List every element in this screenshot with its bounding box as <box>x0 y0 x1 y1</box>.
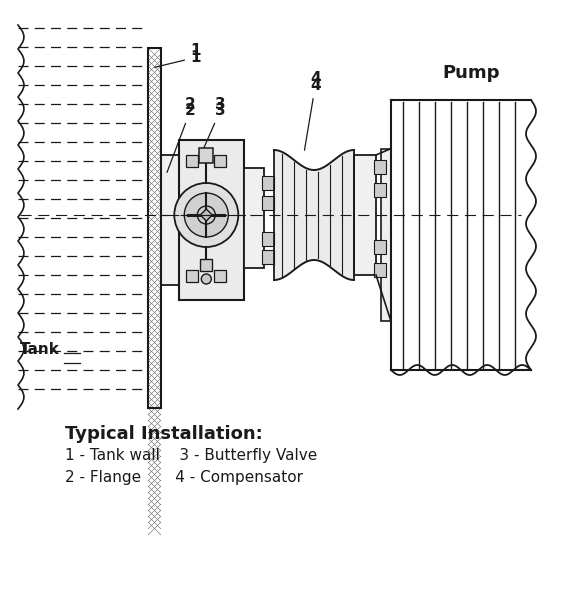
Bar <box>374 240 386 254</box>
Text: 2 - Flange       4 - Compensator: 2 - Flange 4 - Compensator <box>65 470 303 485</box>
Circle shape <box>184 193 228 237</box>
Text: Typical Installation:: Typical Installation: <box>65 425 263 443</box>
Text: 1 - Tank wall    3 - Butterfly Valve: 1 - Tank wall 3 - Butterfly Valve <box>65 448 317 463</box>
Circle shape <box>201 274 211 284</box>
Bar <box>262 196 274 210</box>
Bar <box>199 148 213 163</box>
Bar <box>262 232 274 246</box>
Bar <box>186 270 198 282</box>
Bar <box>381 148 391 322</box>
Bar <box>214 155 226 167</box>
Bar <box>200 259 212 271</box>
Bar <box>179 140 244 300</box>
Bar <box>214 270 226 282</box>
Circle shape <box>174 183 239 247</box>
Bar <box>374 183 386 197</box>
Text: 2: 2 <box>167 103 196 173</box>
Text: Tank: Tank <box>20 342 60 358</box>
Text: Pump: Pump <box>442 64 500 82</box>
Bar <box>374 160 386 174</box>
Bar <box>262 176 274 190</box>
Bar <box>374 263 386 277</box>
Text: 1: 1 <box>155 50 200 67</box>
Text: 4: 4 <box>305 78 321 150</box>
Bar <box>354 155 376 275</box>
Polygon shape <box>274 150 354 280</box>
Text: 4: 4 <box>310 71 321 86</box>
Bar <box>161 155 179 285</box>
Text: 3: 3 <box>197 103 226 163</box>
Bar <box>244 168 264 268</box>
Bar <box>148 48 161 408</box>
Polygon shape <box>200 209 212 221</box>
Text: 1: 1 <box>190 43 200 58</box>
Text: 3: 3 <box>215 97 226 112</box>
Bar <box>262 250 274 264</box>
Text: 2: 2 <box>185 97 196 112</box>
Bar <box>186 155 198 167</box>
